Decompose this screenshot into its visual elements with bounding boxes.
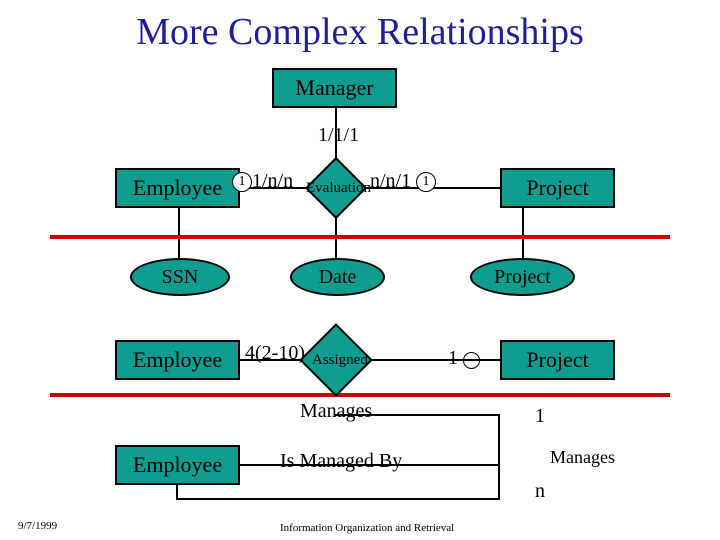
attribute-label: SSN	[162, 266, 199, 289]
label-is-managed-by: Is Managed By	[280, 450, 402, 473]
label-manages-2: Manages	[550, 447, 615, 468]
edge-label-right1: n/n/1	[370, 170, 411, 193]
relationship-evaluation-label: Evaluation	[306, 180, 371, 197]
entity-employee-2: Employee	[115, 340, 240, 380]
edge-loop-down	[498, 464, 500, 500]
edge-label-left2: 4(2-10)	[245, 342, 305, 365]
relationship-assigned-label: Assigned	[312, 352, 368, 369]
entity-project-2: Project	[500, 340, 615, 380]
entity-label: Project	[526, 347, 588, 373]
entity-manager: Manager	[272, 68, 397, 108]
edge-label-loop2: n	[535, 480, 545, 503]
divider-1	[50, 235, 670, 239]
entity-label: Employee	[133, 175, 222, 201]
footer-date: 9/7/1999	[18, 520, 57, 532]
entity-label: Employee	[133, 347, 222, 373]
entity-employee-1: Employee	[115, 168, 240, 208]
edge-label-right2: 1	[448, 347, 458, 370]
entity-label: Manager	[295, 75, 373, 101]
entity-employee-3: Employee	[115, 445, 240, 485]
entity-project-1: Project	[500, 168, 615, 208]
entity-label: Project	[526, 175, 588, 201]
divider-2	[50, 393, 670, 397]
edge-label-top: 1/1/1	[318, 124, 359, 147]
attribute-ssn: SSN	[130, 258, 230, 296]
edge-projattr	[522, 208, 524, 260]
entity-label: Employee	[133, 452, 222, 478]
edge-loop-left	[176, 485, 178, 500]
attribute-label: Date	[319, 266, 357, 289]
edge-label-left1: 1/n/n	[252, 170, 293, 193]
label-manages-1: Manages	[300, 400, 372, 423]
footer-center: Information Organization and Retrieval	[280, 522, 454, 534]
attribute-project: Project	[470, 258, 575, 296]
attribute-date: Date	[290, 258, 385, 296]
attribute-label: Project	[494, 266, 551, 289]
edge-loop-up	[498, 415, 500, 466]
cardinality-circle-right: 1	[416, 172, 436, 192]
edge-label-loop1: 1	[535, 405, 545, 428]
cardinality-circle-assigned	[463, 352, 480, 369]
edge-loop-bottom	[176, 498, 500, 500]
edge-ssn	[178, 208, 180, 260]
page-title: More Complex Relationships	[0, 10, 720, 54]
cardinality-circle-left: 1	[232, 172, 252, 192]
